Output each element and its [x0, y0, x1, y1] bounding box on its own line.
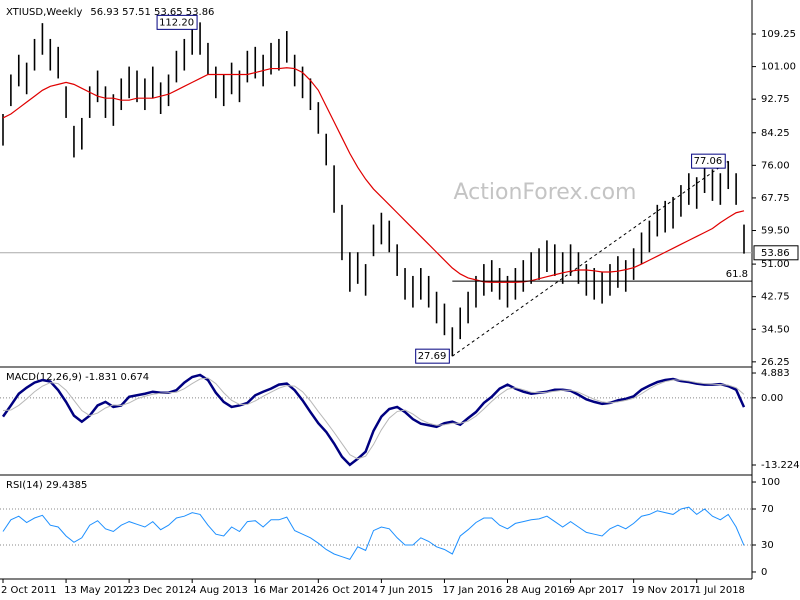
- watermark: ActionForex.com: [454, 180, 637, 205]
- series-line: [2, 506, 745, 560]
- panel-title: RSI(14) 29.4385: [6, 480, 87, 491]
- y-tick-label: 42.75: [761, 292, 790, 303]
- y-tick-label: 51.00: [761, 259, 790, 270]
- y-tick-label: 70: [761, 504, 774, 515]
- panel-subtitle: 56.93 57.51 53.65 53.86: [90, 7, 214, 18]
- x-tick-label: 28 Aug 2016: [506, 585, 570, 596]
- series-line: [1, 373, 746, 467]
- last-price-box: [753, 245, 799, 261]
- panel-title: XTIUSD,Weekly: [6, 7, 82, 18]
- annotation-label: 27.69: [418, 351, 447, 362]
- y-tick-label: -13.224: [761, 460, 800, 471]
- x-tick-label: 1 Jul 2018: [695, 585, 745, 596]
- y-tick-label: 101.00: [761, 62, 796, 73]
- y-tick-label: 100: [761, 477, 780, 488]
- annotation-box: [691, 153, 726, 169]
- y-tick-label: 84.25: [761, 128, 790, 139]
- x-tick-label: 9 Apr 2017: [569, 585, 624, 596]
- series-line: [2, 67, 745, 283]
- y-tick-label: 59.50: [761, 226, 790, 237]
- x-tick-label: 7 Jun 2015: [379, 585, 433, 596]
- x-tick-label: 26 Oct 2014: [316, 585, 378, 596]
- y-tick-label: 109.25: [761, 29, 796, 40]
- last-price-label: 53.86: [761, 248, 790, 259]
- annotation-label: 112.20: [159, 17, 194, 28]
- panel-title: MACD(12,26,9) -1.831 0.674: [6, 372, 149, 383]
- fib-level-label: 61.8: [726, 269, 748, 280]
- y-tick-label: 76.00: [761, 160, 790, 171]
- x-tick-label: 4 Aug 2013: [190, 585, 248, 596]
- y-tick-label: 0.00: [761, 393, 783, 404]
- y-tick-label: 67.75: [761, 193, 790, 204]
- x-tick-label: 16 Mar 2014: [253, 585, 316, 596]
- trend-line: [452, 160, 729, 357]
- y-tick-label: 92.75: [761, 94, 790, 105]
- annotation-box: [415, 348, 450, 364]
- x-tick-label: 2 Oct 2011: [1, 585, 56, 596]
- y-tick-label: 30: [761, 540, 774, 551]
- annotation-box: [156, 14, 198, 30]
- y-tick-label: 34.50: [761, 324, 790, 335]
- x-tick-label: 17 Jan 2016: [442, 585, 502, 596]
- y-tick-label: 26.25: [761, 357, 790, 368]
- x-tick-label: 13 May 2012: [64, 585, 129, 596]
- x-tick-label: 19 Nov 2017: [632, 585, 696, 596]
- x-tick-label: 23 Dec 2012: [127, 585, 191, 596]
- annotation-label: 77.06: [694, 156, 723, 167]
- series-line: [2, 377, 745, 460]
- y-tick-label: 0: [761, 567, 767, 578]
- y-tick-label: 4.883: [761, 368, 790, 379]
